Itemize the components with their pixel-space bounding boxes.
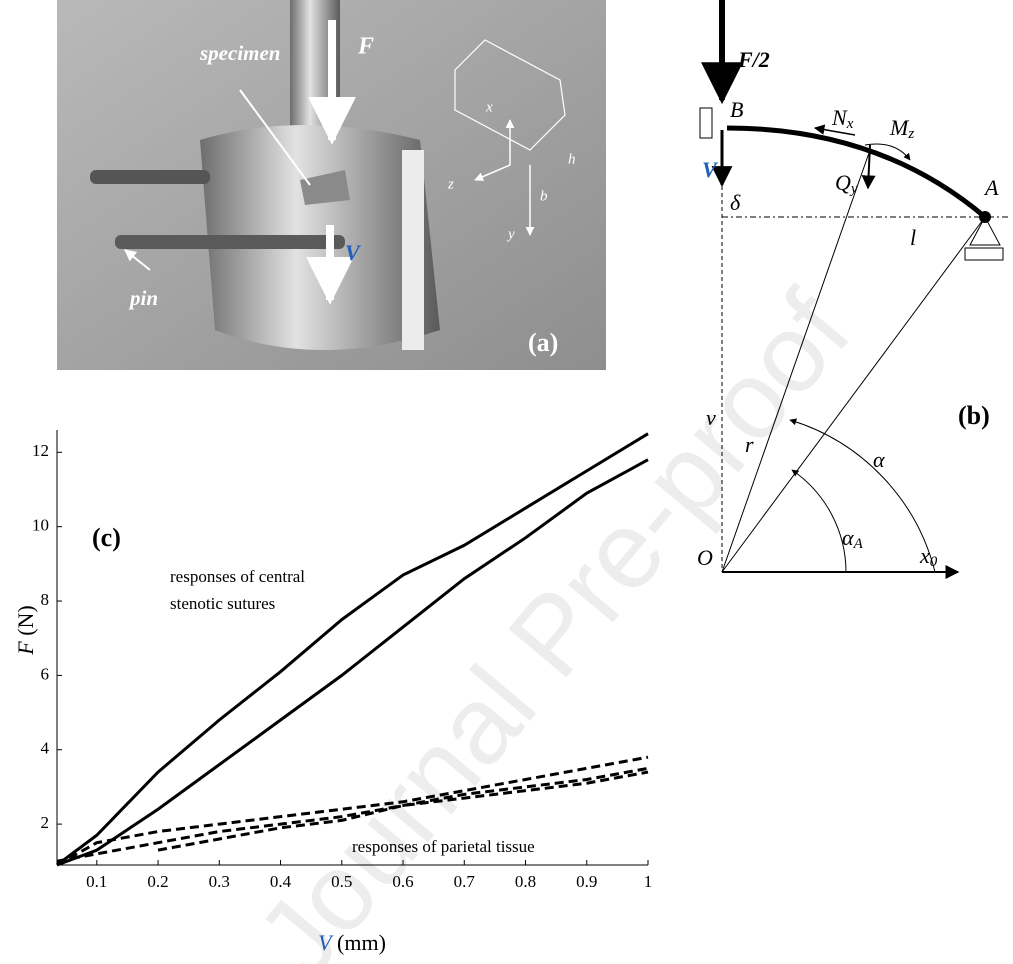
diagram: F/2 B Nx Mz V Qy δ A l v r α αA O x0 (b) bbox=[697, 0, 1010, 579]
x-tick-label: 0.4 bbox=[270, 872, 292, 891]
label: v bbox=[706, 405, 716, 430]
label-sub: y bbox=[849, 181, 858, 197]
label-rest: (mm) bbox=[332, 930, 386, 955]
angle-arc bbox=[789, 418, 936, 573]
data-line bbox=[157, 770, 649, 852]
x-tick-label: 0.2 bbox=[147, 872, 168, 891]
label: V bbox=[702, 157, 719, 182]
label: pin bbox=[128, 286, 158, 310]
data-line bbox=[56, 755, 649, 867]
label-main: V bbox=[318, 930, 334, 955]
y-tick-label: 10 bbox=[32, 516, 49, 535]
label: b bbox=[540, 188, 548, 204]
x-tick-label: 0.9 bbox=[576, 872, 597, 891]
label: F bbox=[357, 34, 374, 60]
annotation: stenotic sutures bbox=[170, 594, 275, 613]
specimen-sketch bbox=[454, 39, 566, 151]
y-tick-label: 4 bbox=[41, 739, 50, 758]
x-tick-label: 0.5 bbox=[331, 872, 352, 891]
pin-pointer bbox=[124, 249, 151, 271]
panel-label: (b) bbox=[958, 401, 990, 430]
pin-rod bbox=[115, 235, 345, 249]
watermark: Journal Pre-proof bbox=[233, 269, 874, 964]
y-tick-label: 2 bbox=[41, 813, 50, 832]
support bbox=[964, 247, 1004, 261]
fixture-edge bbox=[402, 150, 424, 350]
radius-line bbox=[721, 216, 986, 573]
annotation: responses of central bbox=[170, 567, 305, 586]
beam bbox=[726, 125, 987, 219]
label: x0 bbox=[919, 543, 938, 570]
label: Qy bbox=[835, 170, 858, 197]
label: z bbox=[447, 176, 454, 192]
panel-label: (a) bbox=[528, 328, 558, 357]
data-line bbox=[56, 458, 649, 867]
label: α bbox=[873, 447, 885, 472]
label: V bbox=[345, 240, 362, 265]
label: Mz bbox=[889, 115, 914, 142]
label-main: x bbox=[919, 543, 930, 568]
label-sub: A bbox=[853, 536, 864, 552]
label: O bbox=[697, 545, 713, 570]
specimen-shape bbox=[300, 170, 350, 205]
label: x bbox=[485, 99, 493, 115]
label: Nx bbox=[831, 105, 854, 132]
label: h bbox=[568, 151, 576, 167]
radius-line bbox=[721, 149, 871, 573]
support bbox=[969, 215, 1001, 246]
x-axis-label: V (mm) bbox=[318, 930, 386, 955]
label-main: N bbox=[831, 105, 848, 130]
photo: F specimen pin V x z y h b (a) bbox=[57, 0, 606, 370]
label: αA bbox=[842, 525, 864, 552]
label-sub: x bbox=[846, 116, 854, 132]
label: F/2 bbox=[737, 47, 770, 72]
label-sub: z bbox=[907, 126, 914, 142]
x-tick-label: 0.7 bbox=[454, 872, 476, 891]
x-tick-label: 1 bbox=[644, 872, 653, 891]
label: specimen bbox=[199, 41, 280, 65]
label: y bbox=[506, 226, 515, 242]
label-main: Q bbox=[835, 170, 851, 195]
label: B bbox=[730, 97, 743, 122]
label-main: F bbox=[13, 641, 38, 656]
label-rest: (N) bbox=[13, 605, 38, 641]
label-main: α bbox=[842, 525, 854, 550]
angle-arc bbox=[791, 469, 847, 573]
label-sub: 0 bbox=[930, 554, 938, 570]
y-axis-label: F (N) bbox=[13, 605, 38, 656]
panel-label: (c) bbox=[92, 523, 121, 552]
pin-rod bbox=[90, 170, 210, 184]
y-tick-label: 12 bbox=[32, 441, 49, 460]
moment-arrow bbox=[864, 143, 911, 161]
y-tick-label: 8 bbox=[41, 590, 50, 609]
y-tick-label: 6 bbox=[41, 664, 50, 683]
x-tick-label: 0.1 bbox=[86, 872, 107, 891]
label: A bbox=[983, 175, 999, 200]
data-line bbox=[56, 432, 649, 867]
x-tick-label: 0.8 bbox=[515, 872, 536, 891]
support bbox=[699, 107, 713, 139]
annotation: responses of parietal tissue bbox=[352, 837, 535, 856]
label: l bbox=[910, 225, 916, 250]
x-tick-label: 0.6 bbox=[392, 872, 413, 891]
label-main: M bbox=[889, 115, 910, 140]
chart: (c) responses of central stenotic suture… bbox=[13, 430, 652, 955]
normal-arrow bbox=[813, 124, 856, 136]
label: δ bbox=[730, 190, 741, 215]
axis-arrow bbox=[474, 164, 511, 181]
specimen-pointer bbox=[239, 89, 311, 186]
x-tick-label: 0.3 bbox=[209, 872, 230, 891]
label: r bbox=[745, 432, 754, 457]
data-line bbox=[56, 766, 649, 863]
